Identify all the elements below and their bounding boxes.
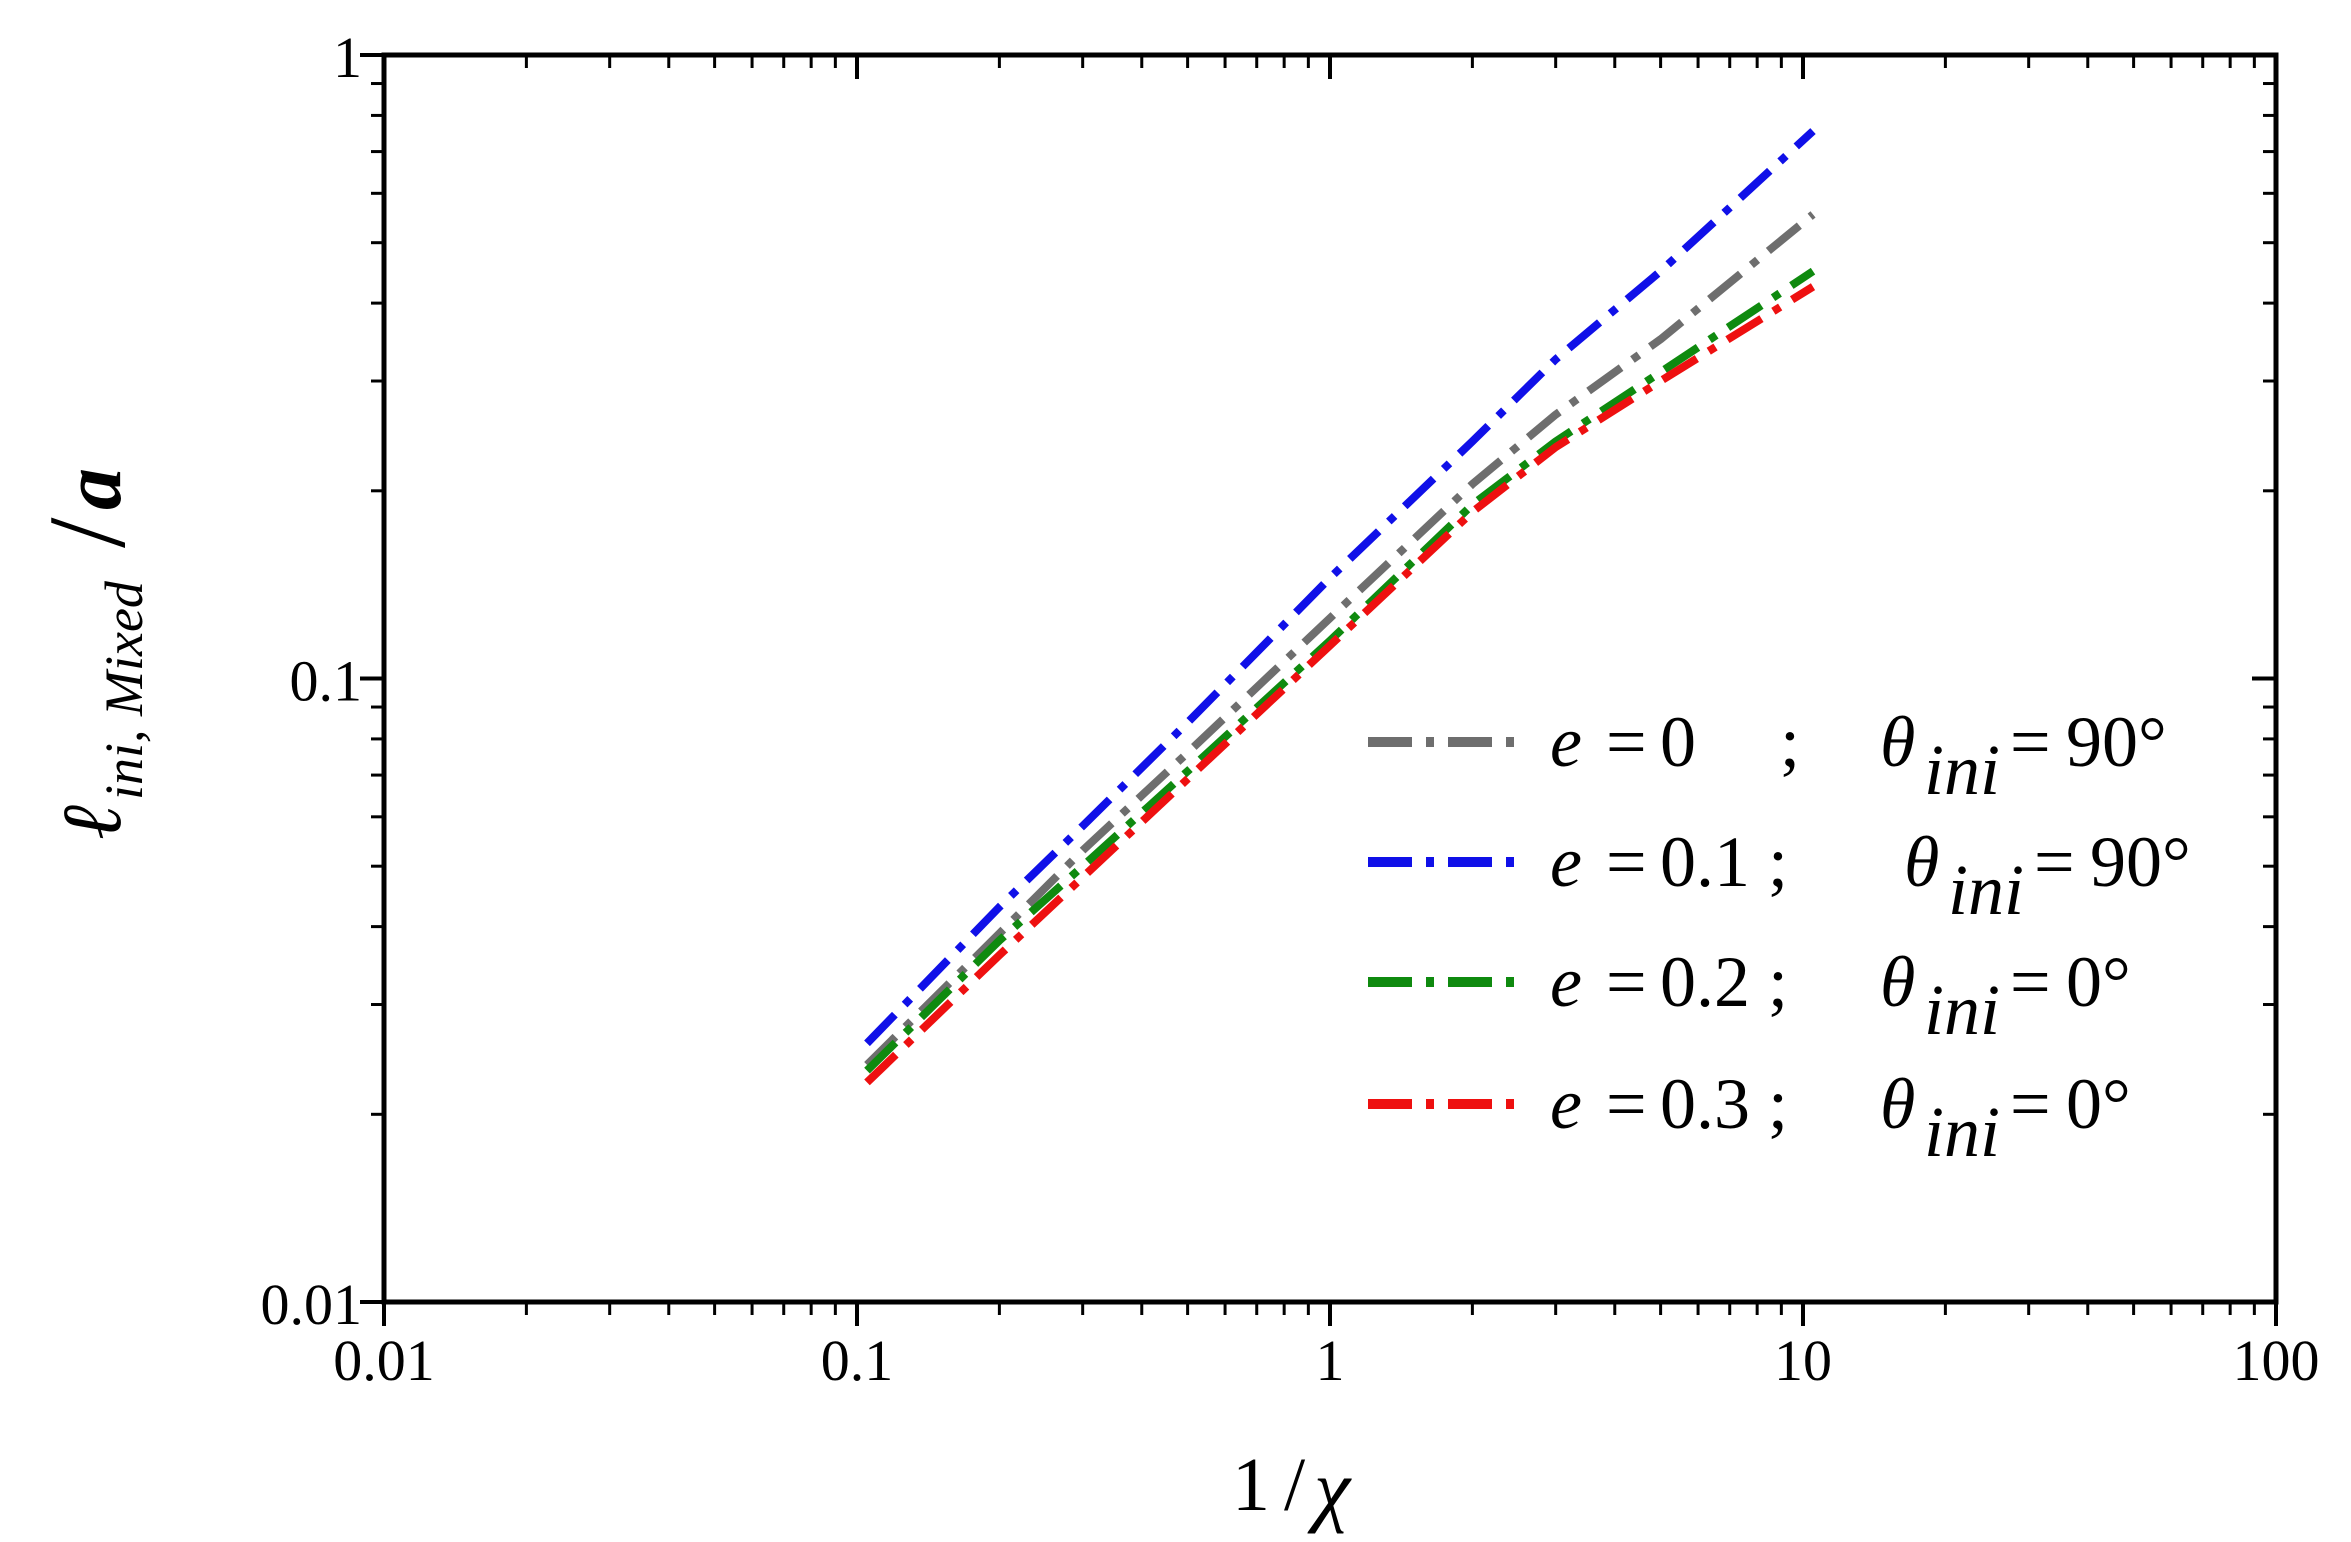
- legend-e-value: 0.2: [1660, 942, 1750, 1022]
- y-axis-title-sub: ini, Mixed: [94, 580, 154, 800]
- legend-sep: ;: [1768, 822, 1788, 902]
- legend-e: e: [1550, 1064, 1582, 1144]
- y-axis-title: ℓ ini, Mixed / a: [26, 468, 154, 840]
- legend-entry: e = 0.1 ; θ ini = 90°: [1368, 822, 2191, 930]
- legend-eq: =: [2034, 822, 2075, 902]
- legend-theta-value: 90°: [2090, 822, 2191, 902]
- legend-eq: =: [2010, 942, 2051, 1022]
- legend-theta-sub: ini: [1924, 730, 2000, 810]
- x-tick-label: 100: [2233, 1328, 2320, 1393]
- legend-entry: e = 0 ; θ ini = 90°: [1368, 702, 2167, 810]
- legend-eq: =: [1606, 702, 1647, 782]
- x-tick-label: 1: [1316, 1328, 1345, 1393]
- y-tick-label: 0.01: [261, 1272, 363, 1337]
- legend-theta-value: 0°: [2066, 942, 2131, 1022]
- series-line-1: [864, 128, 1816, 1047]
- series-line-3: [864, 283, 1816, 1086]
- legend-entry: e = 0.2 ; θ ini = 0°: [1368, 942, 2131, 1050]
- legend-e-value: 0.1: [1660, 822, 1750, 902]
- series-line-0: [864, 211, 1816, 1068]
- legend-eq: =: [1606, 1064, 1647, 1144]
- legend-theta-sub: ini: [1924, 1092, 2000, 1172]
- legend-theta-value: 0°: [2066, 1064, 2131, 1144]
- legend-entry: e = 0.3 ; θ ini = 0°: [1368, 1064, 2131, 1172]
- legend-e-value: 0: [1660, 702, 1696, 782]
- legend-theta-sub: ini: [1948, 850, 2024, 930]
- plot-frame: [381, 52, 2279, 1305]
- series-layer: [864, 128, 1816, 1086]
- legend-eq: =: [2010, 1064, 2051, 1144]
- x-axis-title-var: χ: [1307, 1443, 1352, 1534]
- y-axis-title-slash: /: [26, 517, 148, 548]
- x-tick-label: 10: [1774, 1328, 1832, 1393]
- y-axis-title-var: ℓ: [46, 805, 139, 840]
- x-tick-label: 0.1: [821, 1328, 894, 1393]
- y-tick-labels: 0.01 0.1 1: [261, 25, 363, 1337]
- legend-theta: θ: [1904, 822, 1939, 902]
- legend-e-value: 0.3: [1660, 1064, 1750, 1144]
- legend-sep: ;: [1780, 702, 1800, 782]
- legend-sep: ;: [1768, 942, 1788, 1022]
- x-tick-label: 0.01: [333, 1328, 435, 1393]
- legend: e = 0 ; θ ini = 90° e = 0.1 ; θ ini = 90…: [1368, 702, 2191, 1172]
- legend-e: e: [1550, 942, 1582, 1022]
- legend-theta-value: 90°: [2066, 702, 2167, 782]
- legend-theta: θ: [1880, 1064, 1915, 1144]
- x-axis-title: 1 / χ: [1232, 1443, 1352, 1534]
- y-axis-title-den: a: [46, 468, 139, 510]
- x-axis-title-slash: /: [1284, 1443, 1306, 1527]
- legend-eq: =: [2010, 702, 2051, 782]
- legend-e: e: [1550, 702, 1582, 782]
- legend-eq: =: [1606, 822, 1647, 902]
- y-tick-label: 1: [333, 25, 362, 90]
- legend-theta: θ: [1880, 702, 1915, 782]
- legend-theta-sub: ini: [1924, 970, 2000, 1050]
- x-axis-title-num: 1: [1232, 1443, 1270, 1527]
- legend-eq: =: [1606, 942, 1647, 1022]
- legend-theta: θ: [1880, 942, 1915, 1022]
- x-tick-labels: 0.01 0.1 1 10 100: [333, 1328, 2319, 1393]
- legend-e: e: [1550, 822, 1582, 902]
- y-tick-label: 0.1: [290, 649, 363, 714]
- legend-sep: ;: [1768, 1064, 1788, 1144]
